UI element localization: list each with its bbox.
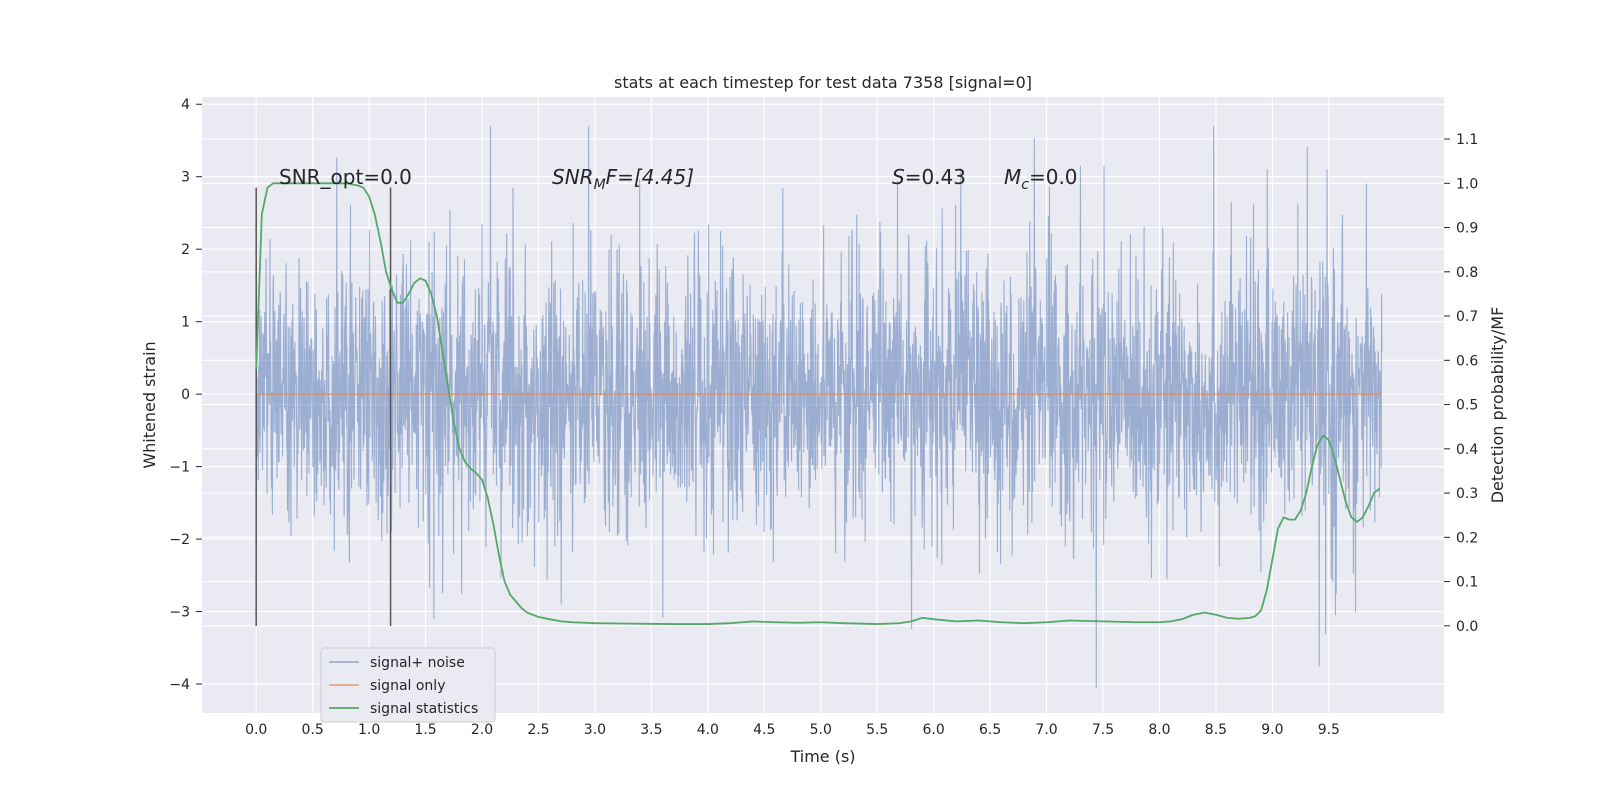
y2-tick-label: 0.3 — [1456, 486, 1478, 502]
legend-label-noise: signal+ noise — [370, 655, 465, 671]
x-tick-label: 5.0 — [810, 722, 832, 738]
x-tick-label: 6.0 — [923, 722, 945, 738]
x-tick-label: 2.5 — [527, 722, 549, 738]
y2-axis-ticks: 1.1 1.0 0.9 0.8 0.7 0.6 0.5 0.4 0.3 0.2 0.1 0.0 — [1444, 132, 1478, 635]
annotation-snr-mf-suffix: F=[4.45] — [606, 165, 694, 189]
x-tick-label: 6.5 — [979, 722, 1001, 738]
y2-tick-label: 0.4 — [1456, 442, 1478, 458]
x-tick-label: 8.5 — [1205, 722, 1227, 738]
x-tick-label: 4.5 — [753, 722, 775, 738]
series-signal-noise — [255, 125, 1383, 688]
annotation-snr-mf-sub: M — [594, 177, 606, 193]
y-tick-label: −4 — [169, 677, 190, 693]
legend: signal+ noise signal only signal statist… — [320, 647, 496, 723]
y2-tick-label: 0.5 — [1456, 398, 1478, 414]
noise-line — [255, 125, 1383, 688]
annotation-s: S=0.43 — [892, 165, 966, 189]
annotation-mc-value: =0.0 — [1029, 165, 1078, 189]
annotation-mc-label: M — [1004, 165, 1021, 189]
chart-title: stats at each timestep for test data 735… — [614, 73, 1032, 92]
y2-tick-label: 1.1 — [1456, 132, 1478, 148]
series-signal-statistics — [255, 182, 1381, 625]
statistics-line — [255, 182, 1381, 625]
y-axis-ticks: 4 3 2 1 0 −1 −2 −3 −4 — [169, 97, 202, 693]
x-tick-label: 5.5 — [866, 722, 888, 738]
annotation-mc: Mc=0.0 — [1004, 165, 1078, 193]
y2-tick-label: 1.0 — [1456, 176, 1478, 192]
y-tick-label: −2 — [169, 532, 190, 548]
y2-tick-label: 0.7 — [1456, 309, 1478, 325]
legend-label-statistics: signal statistics — [370, 701, 478, 717]
y2-tick-label: 0.6 — [1456, 353, 1478, 369]
y-tick-label: 0 — [181, 387, 190, 403]
x-tick-label: 9.0 — [1261, 722, 1283, 738]
y-tick-label: 4 — [181, 97, 190, 113]
x-tick-label: 3.5 — [640, 722, 662, 738]
y2-tick-label: 0.8 — [1456, 265, 1478, 281]
x-tick-label: 0.5 — [302, 722, 324, 738]
x-tick-label: 7.0 — [1035, 722, 1057, 738]
y2-tick-label: 0.2 — [1456, 530, 1478, 546]
y-axis-label: Whitened strain — [140, 341, 159, 468]
x-tick-label: 7.5 — [1092, 722, 1114, 738]
x-tick-label: 2.0 — [471, 722, 493, 738]
x-tick-label: 0.0 — [245, 722, 267, 738]
y-tick-label: 1 — [181, 315, 190, 331]
y2-tick-label: 0.0 — [1456, 619, 1478, 635]
x-axis-label: Time (s) — [789, 747, 855, 766]
x-axis-ticks: 0.0 0.5 1.0 1.5 2.0 2.5 3.0 3.5 4.0 4.5 5.0 5.5 6.0 6… — [245, 722, 1340, 738]
legend-label-signal-only: signal only — [370, 678, 445, 694]
annotations: SNR_opt=0.0 SNRMF=[4.45] S=0.43 Mc=0.0 — [279, 165, 1078, 193]
legend-box — [320, 647, 496, 723]
annotation-s-value: =0.43 — [905, 165, 966, 189]
annotation-snr-mf: SNRMF=[4.45] — [552, 165, 694, 193]
x-tick-label: 1.5 — [414, 722, 436, 738]
annotation-snr-mf-prefix: SNR — [552, 165, 594, 189]
annotation-mc-sub: c — [1021, 177, 1029, 193]
y-tick-label: −1 — [169, 460, 190, 476]
y-tick-label: 3 — [181, 170, 190, 186]
annotation-s-label: S — [892, 165, 905, 189]
y2-axis-label: Detection probability/MF — [1488, 307, 1507, 504]
x-tick-label: 1.0 — [358, 722, 380, 738]
y-tick-label: 2 — [181, 242, 190, 258]
x-tick-label: 4.0 — [697, 722, 719, 738]
x-tick-label: 3.0 — [584, 722, 606, 738]
y2-tick-label: 0.9 — [1456, 221, 1478, 237]
x-tick-label: 9.5 — [1318, 722, 1340, 738]
y-tick-label: −3 — [169, 605, 190, 621]
y2-tick-label: 0.1 — [1456, 575, 1478, 591]
annotation-snr-opt: SNR_opt=0.0 — [279, 165, 412, 189]
x-tick-label: 8.0 — [1148, 722, 1170, 738]
vertical-markers — [255, 187, 392, 627]
